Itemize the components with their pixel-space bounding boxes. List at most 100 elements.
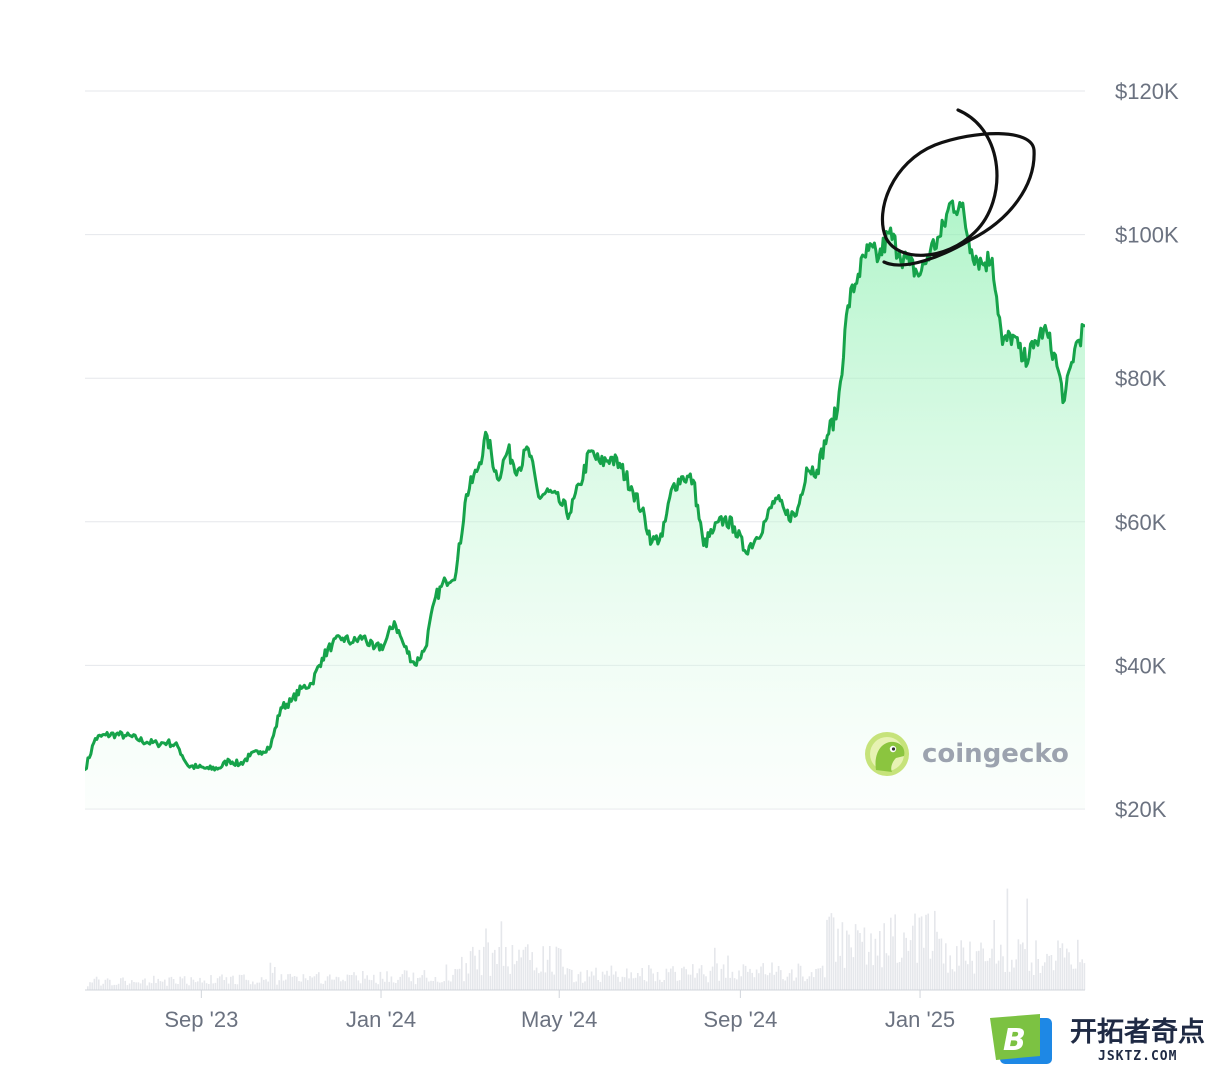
brand-label: coingecko bbox=[922, 739, 1069, 769]
volume-bar bbox=[1066, 948, 1068, 990]
volume-bar bbox=[590, 971, 593, 990]
volume-bar bbox=[373, 974, 375, 990]
volume-bar bbox=[1044, 962, 1046, 990]
volume-bar bbox=[989, 958, 991, 990]
volume-bar bbox=[201, 982, 203, 990]
volume-bar bbox=[1083, 963, 1086, 990]
volume-bar bbox=[762, 963, 764, 990]
volume-bar bbox=[434, 977, 437, 990]
volume-bar bbox=[918, 917, 921, 990]
volume-bar bbox=[214, 982, 217, 990]
volume-bar bbox=[978, 950, 980, 990]
volume-bar bbox=[106, 978, 109, 990]
volume-bar bbox=[769, 972, 771, 990]
volume-bar bbox=[720, 968, 723, 990]
volume-bar bbox=[414, 984, 417, 990]
volume-bar bbox=[520, 957, 522, 990]
volume-bar bbox=[157, 978, 159, 990]
volume-bar bbox=[1070, 964, 1072, 990]
volume-bar bbox=[362, 971, 364, 990]
volume-bar bbox=[560, 948, 562, 990]
volume-bar bbox=[725, 977, 727, 990]
volume-bar bbox=[824, 977, 826, 990]
volume-bar bbox=[148, 982, 151, 990]
volume-bar bbox=[586, 970, 588, 990]
volume-bar bbox=[839, 955, 841, 990]
volume-bar bbox=[907, 950, 910, 990]
volume-bar bbox=[705, 976, 707, 990]
volume-bar bbox=[615, 971, 617, 990]
volume-bar bbox=[780, 970, 782, 990]
volume-bar bbox=[716, 963, 718, 990]
volume-bar bbox=[324, 980, 327, 990]
volume-bar bbox=[885, 953, 888, 990]
volume-bar bbox=[661, 982, 663, 990]
volume-bar bbox=[522, 949, 525, 990]
volume-bar bbox=[694, 977, 696, 990]
volume-bar bbox=[126, 985, 129, 990]
volume-bar bbox=[425, 977, 428, 990]
volume-bar bbox=[1039, 973, 1042, 990]
price-area bbox=[85, 201, 1085, 809]
volume-bar bbox=[1022, 942, 1024, 990]
volume-bar bbox=[969, 941, 971, 990]
volume-bar bbox=[947, 972, 949, 990]
volume-bar bbox=[555, 946, 558, 990]
volume-bar bbox=[538, 973, 540, 990]
volume-bar bbox=[342, 979, 344, 990]
volume-bar bbox=[491, 952, 494, 990]
volume-bar bbox=[588, 976, 591, 990]
volume-bar bbox=[623, 977, 626, 990]
volume-bar bbox=[93, 978, 96, 990]
volume-bar bbox=[221, 974, 223, 990]
volume-bar bbox=[533, 970, 536, 990]
volume-bar bbox=[984, 961, 987, 990]
volume-bar bbox=[531, 952, 533, 990]
volume-bar bbox=[579, 971, 582, 990]
volume-bar bbox=[619, 981, 621, 990]
volume-bar bbox=[753, 977, 756, 990]
volume-bar bbox=[964, 960, 967, 990]
volume-bar bbox=[925, 914, 927, 990]
volume-bar bbox=[421, 975, 423, 990]
volume-bar bbox=[672, 966, 674, 990]
volume-bar bbox=[320, 983, 322, 990]
volume-bar bbox=[285, 979, 287, 990]
volume-bar bbox=[692, 964, 694, 990]
volume-bar bbox=[348, 975, 351, 990]
volume-bar bbox=[641, 968, 643, 990]
volume-bar bbox=[271, 972, 274, 990]
volume-bar bbox=[1017, 939, 1020, 990]
volume-bar bbox=[137, 982, 140, 990]
volume-bar bbox=[291, 976, 294, 990]
volume-bar bbox=[962, 947, 965, 990]
y-tick-label: $20K bbox=[1115, 797, 1167, 822]
volume-bar bbox=[749, 968, 751, 990]
volume-bar bbox=[648, 965, 650, 990]
volume-bar bbox=[392, 982, 395, 990]
volume-bar bbox=[696, 973, 698, 990]
volume-bar bbox=[1028, 970, 1031, 990]
volume-bar bbox=[810, 972, 813, 990]
volume-bar bbox=[870, 933, 872, 990]
volume-bar bbox=[287, 974, 289, 990]
volume-bar bbox=[760, 966, 762, 990]
volume-bar bbox=[975, 951, 978, 990]
volume-bar bbox=[436, 981, 439, 990]
volume-bar bbox=[1063, 957, 1066, 990]
volume-bar bbox=[364, 978, 366, 990]
volume-bar bbox=[755, 969, 758, 990]
volume-bar bbox=[159, 981, 162, 990]
volume-bar bbox=[417, 978, 419, 990]
volume-bar bbox=[1033, 975, 1035, 990]
volume-bar bbox=[485, 928, 487, 990]
volume-bar bbox=[747, 971, 749, 990]
volume-bar bbox=[901, 957, 903, 990]
volume-bar bbox=[278, 980, 280, 990]
volume-bar bbox=[905, 937, 907, 990]
volume-bar bbox=[300, 981, 302, 990]
volume-bar bbox=[311, 977, 313, 990]
volume-bar bbox=[656, 972, 659, 990]
volume-bar bbox=[188, 985, 190, 990]
volume-bar bbox=[144, 978, 146, 990]
